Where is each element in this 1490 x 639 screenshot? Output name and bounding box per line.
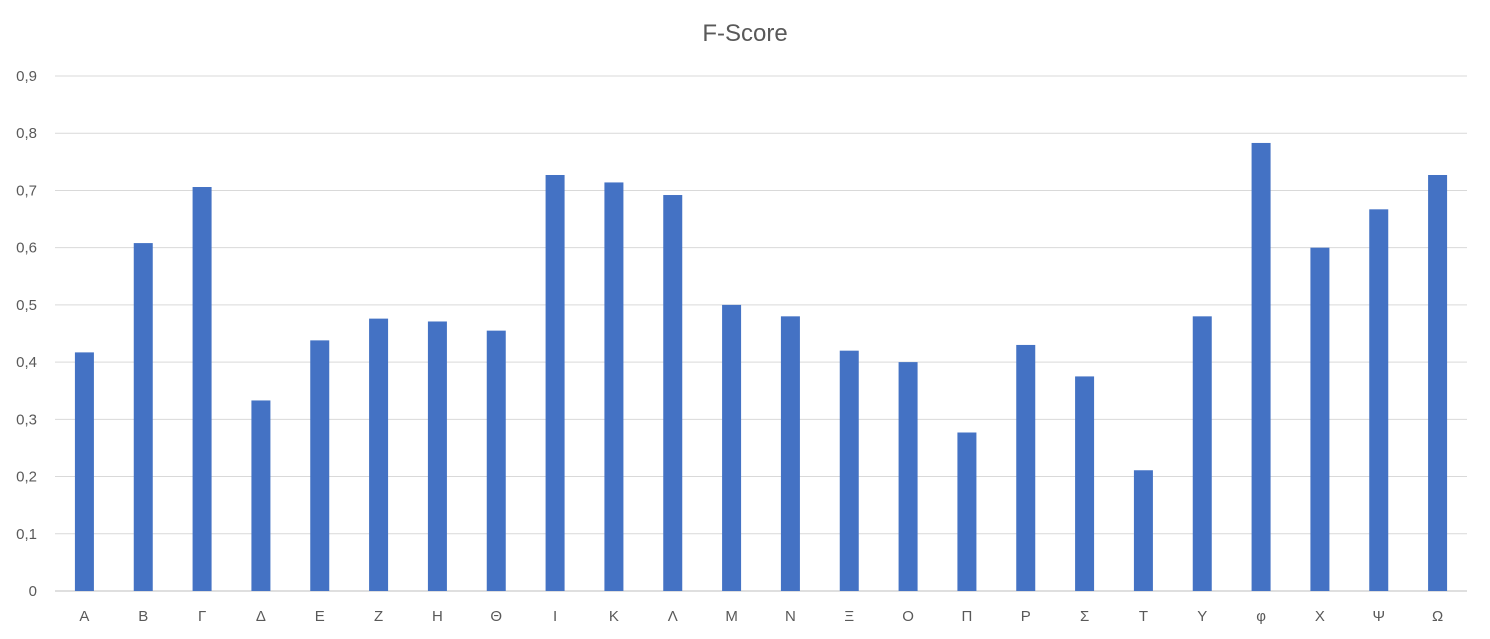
x-tick-label: Ν — [785, 608, 796, 625]
chart-title: F-Score — [702, 20, 788, 47]
bar — [486, 330, 506, 591]
y-tick-label: 0,3 — [16, 411, 37, 428]
bar — [1075, 376, 1095, 591]
x-tick-label: φ — [1256, 608, 1266, 625]
x-tick-label: Π — [961, 608, 972, 625]
x-tick-label: Β — [138, 608, 148, 625]
bar — [545, 174, 565, 591]
y-tick-label: 0,1 — [16, 526, 37, 543]
x-tick-label: Ι — [553, 608, 557, 625]
y-tick-label: 0 — [29, 583, 37, 600]
bar — [1369, 209, 1389, 592]
bar — [192, 187, 212, 591]
x-tick-label: Σ — [1080, 608, 1089, 625]
bar — [604, 182, 624, 591]
x-tick-label: Κ — [609, 608, 619, 625]
x-tick-label: Ψ — [1372, 608, 1385, 625]
y-tick-label: 0,5 — [16, 297, 37, 314]
y-tick-label: 0,2 — [16, 469, 37, 486]
axes: 0 0,1 0,2 0,3 0,4 0,5 0,6 0,7 0,8 0,9 Α Β Γ Δ Ε Ζ Η Θ Ι Κ Λ Μ… — [16, 68, 1443, 625]
gridlines — [55, 75, 1467, 592]
x-tick-label: Ο — [902, 608, 914, 625]
bar — [957, 432, 977, 591]
x-tick-label: Ω — [1432, 608, 1443, 625]
x-tick-label: Θ — [490, 608, 502, 625]
bar — [1192, 316, 1212, 591]
y-tick-label: 0,7 — [16, 182, 37, 199]
y-tick-label: 0,4 — [16, 354, 37, 371]
x-tick-label: Ζ — [374, 608, 383, 625]
bar — [133, 243, 153, 592]
bar — [663, 195, 683, 591]
x-tick-label: Λ — [668, 608, 678, 625]
bar — [369, 318, 389, 591]
bar — [1251, 142, 1271, 591]
x-tick-label: Μ — [725, 608, 738, 625]
x-tick-label: Ρ — [1021, 608, 1031, 625]
x-tick-label: Τ — [1139, 608, 1148, 625]
x-tick-label: Υ — [1197, 608, 1207, 625]
bar — [780, 316, 800, 591]
x-tick-label: Χ — [1315, 608, 1325, 625]
x-tick-label: Ξ — [844, 608, 854, 625]
bars — [74, 142, 1448, 592]
bar — [1428, 174, 1448, 591]
bar — [1016, 344, 1036, 591]
bar — [722, 304, 742, 591]
x-tick-label: Γ — [198, 608, 206, 625]
bar — [251, 400, 271, 591]
bar — [898, 362, 918, 591]
x-tick-label: Α — [79, 608, 89, 625]
bar — [74, 352, 94, 591]
y-tick-label: 0,8 — [16, 125, 37, 142]
y-tick-label: 0,9 — [16, 68, 37, 85]
bar — [1133, 470, 1153, 591]
bar — [1310, 247, 1330, 591]
x-tick-label: Ε — [315, 608, 325, 625]
bar — [310, 340, 330, 591]
x-tick-label: Η — [432, 608, 443, 625]
y-tick-label: 0,6 — [16, 240, 37, 257]
x-tick-label: Δ — [256, 608, 266, 625]
bar — [839, 350, 859, 591]
bar — [427, 321, 447, 591]
